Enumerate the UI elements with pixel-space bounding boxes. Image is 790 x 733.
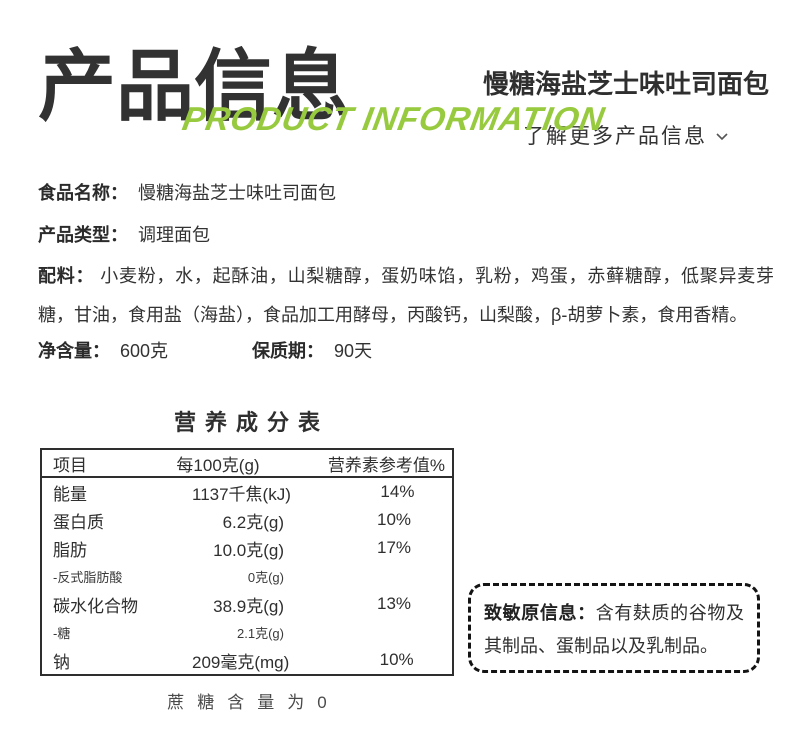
cell-item: 钠 [53, 652, 70, 672]
cell-item: -糖 [53, 625, 71, 641]
food-name-label: 食品名称： [38, 183, 128, 203]
food-name-value: 慢糖海盐芝士味吐司面包 [138, 183, 336, 203]
cell-per100g: 209毫克(mg) [192, 652, 290, 672]
page-title: 产品信息 [38, 42, 351, 130]
product-name: 慢糖海盐芝士味吐司面包 [482, 69, 769, 99]
shelf-life-label: 保质期： [252, 341, 325, 361]
shelf-life-value: 90天 [334, 341, 373, 361]
more-info-link[interactable]: 了解更多产品信息 [523, 120, 729, 150]
page-title-english: PRODUCT INFORMATION [179, 100, 609, 137]
net-weight-value: 600克 [120, 341, 169, 361]
cell-nrv: 10% [379, 650, 414, 669]
table-row-fat: 脂肪 10.0克(g) 17% [42, 534, 452, 562]
table-row-energy: 能量 1137千焦(kJ) 14% [42, 478, 452, 506]
allergen-text: 含有麸质的谷物及其制品、蛋制品以及乳制品。 [484, 603, 745, 656]
cell-nrv: 13% [376, 594, 412, 613]
allergen-info-box: 致敏原信息：含有麸质的谷物及其制品、蛋制品以及乳制品。 [468, 583, 760, 673]
hero-product-block: 慢糖海盐芝士味吐司面包 了解更多产品信息 [478, 64, 774, 150]
cell-per100g: 2.1克(g) [237, 625, 284, 641]
net-weight-shelf-life-row: 净含量： 600克 保质期： 90天 [38, 338, 774, 364]
cell-item: 蛋白质 [53, 512, 104, 532]
ingredients-label: 配料： [38, 266, 95, 286]
cell-item: 能量 [53, 484, 87, 504]
cell-per100g: 38.9克(g) [213, 596, 284, 616]
col-header-nrv: 营养素参考值% [327, 455, 445, 475]
table-row-sodium: 钠 209毫克(mg) 10% [42, 646, 452, 674]
more-info-label: 了解更多产品信息 [523, 125, 707, 148]
allergen-label: 致敏原信息： [484, 603, 596, 623]
food-name-row: 食品名称： 慢糖海盐芝士味吐司面包 [38, 180, 774, 206]
cell-per100g: 1137千焦(kJ) [192, 484, 291, 504]
cell-per100g: 6.2克(g) [222, 512, 284, 532]
cell-nrv: 10% [376, 510, 412, 529]
cell-nrv: 17% [376, 538, 412, 557]
nutrition-table-title: 营养成分表 [173, 410, 329, 435]
cell-item: 脂肪 [53, 540, 87, 560]
col-header-per100g: 每100克(g) [176, 455, 260, 475]
cell-item: -反式脂肪酸 [53, 569, 123, 585]
table-row-protein: 蛋白质 6.2克(g) 10% [42, 506, 452, 534]
chevron-down-icon [716, 133, 728, 141]
net-weight-label: 净含量： [38, 341, 110, 361]
table-row-sugar: -糖 2.1克(g) [42, 618, 452, 646]
cell-nrv: 14% [380, 482, 415, 501]
table-row-trans-fat: -反式脂肪酸 0克(g) [42, 562, 452, 590]
cell-per100g: 0克(g) [247, 569, 284, 585]
ingredients-value: 小麦粉，水，起酥油，山梨糖醇，蛋奶味馅，乳粉，鸡蛋，赤藓糖醇，低聚异麦芽糖，甘油… [38, 266, 775, 325]
product-type-label: 产品类型： [38, 225, 128, 245]
table-row-carbohydrate: 碳水化合物 38.9克(g) 13% [42, 590, 452, 618]
ingredients-row: 配料： 小麦粉，水，起酥油，山梨糖醇，蛋奶味馅，乳粉，鸡蛋，赤藓糖醇，低聚异麦芽糖… [38, 257, 774, 335]
product-info-section: 食品名称： 慢糖海盐芝士味吐司面包 产品类型： 调理面包 配料： 小麦粉，水，起酥油，… [38, 180, 774, 364]
product-type-value: 调理面包 [138, 225, 210, 245]
sucrose-footnote: 蔗糖含量为0 [167, 693, 340, 712]
col-header-item: 项目 [53, 455, 87, 475]
cell-per100g: 10.0克(g) [213, 540, 284, 560]
nutrition-table: 项目 每100克(g) 营养素参考值% 能量 1137千焦(kJ) 14% 蛋白… [40, 448, 454, 676]
product-type-row: 产品类型： 调理面包 [38, 222, 774, 248]
cell-item: 碳水化合物 [53, 596, 138, 616]
nutrition-table-header: 项目 每100克(g) 营养素参考值% [42, 450, 452, 478]
